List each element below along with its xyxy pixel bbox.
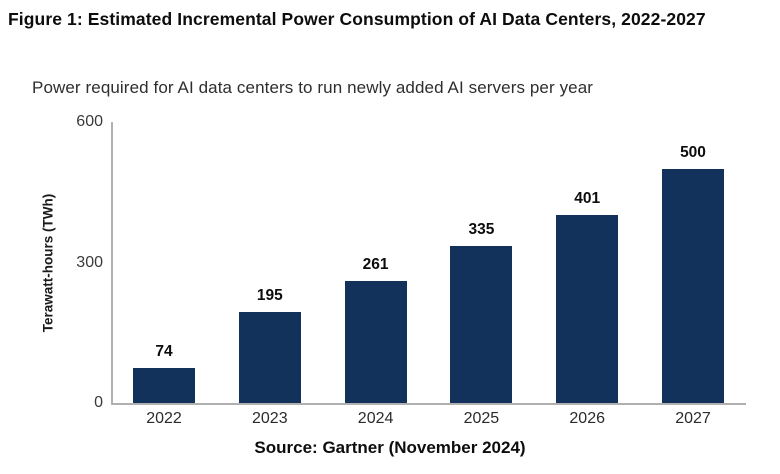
bar-2024: [344, 281, 407, 403]
bar-value-label: 195: [256, 287, 283, 304]
figure-title: Figure 1: Estimated Incremental Power Co…: [8, 9, 706, 29]
x-tick-2025: 2025: [463, 410, 500, 427]
bar-value-label: 261: [362, 256, 389, 273]
x-tick-2024: 2024: [357, 410, 394, 427]
x-tick-2022: 2022: [146, 410, 182, 427]
x-tick-2027: 2027: [675, 410, 711, 427]
bar-value-label: 401: [574, 190, 601, 207]
bar-value-label: 74: [155, 343, 173, 360]
bar-2025: [450, 246, 513, 403]
source-caption: Source: Gartner (November 2024): [254, 438, 526, 457]
chart-subtitle: Power required for AI data centers to ru…: [32, 78, 594, 97]
y-axis-line: [111, 122, 113, 403]
y-tick-600: 600: [76, 113, 103, 130]
bar-2023: [238, 312, 301, 403]
y-tick-0: 0: [94, 394, 103, 411]
y-axis-label: Terawatt-hours (TWh): [40, 193, 56, 333]
bar-2022: [133, 368, 195, 403]
bar-value-label: 500: [680, 144, 706, 161]
x-tick-2023: 2023: [252, 410, 288, 427]
bar-2026: [556, 215, 619, 403]
x-tick-2026: 2026: [569, 410, 605, 427]
bar-2027: [662, 169, 724, 403]
bar-value-label: 335: [468, 221, 495, 238]
x-axis-line: [111, 403, 746, 405]
y-tick-300: 300: [76, 253, 103, 271]
